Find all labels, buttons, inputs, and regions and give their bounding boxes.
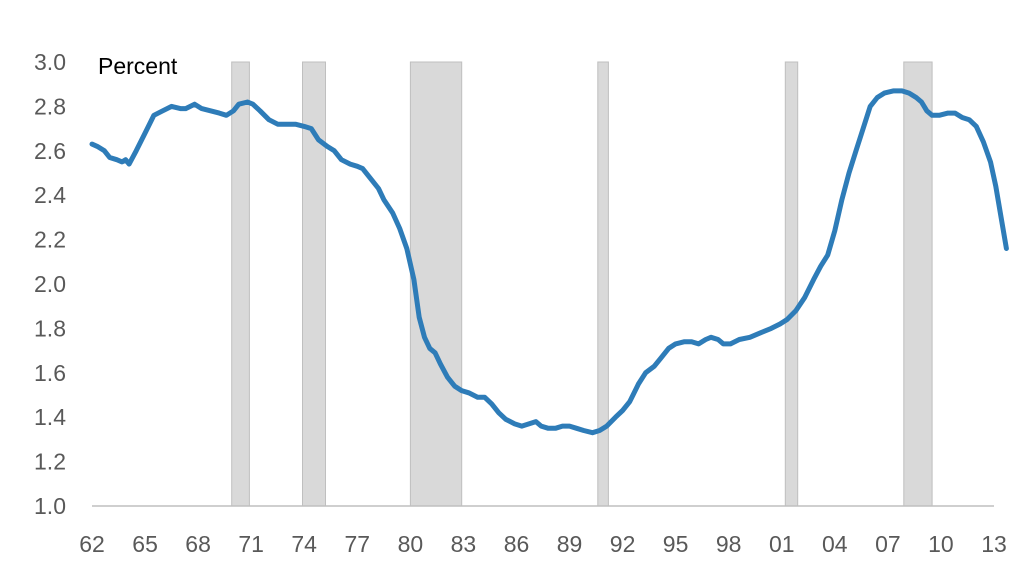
x-tick-label: 98 bbox=[716, 531, 742, 557]
x-tick-label: 04 bbox=[822, 531, 848, 557]
x-tick-label: 01 bbox=[769, 531, 795, 557]
recession-band-6 bbox=[903, 61, 933, 507]
x-tick-label: 71 bbox=[238, 531, 264, 557]
recession-band-5 bbox=[784, 61, 799, 507]
x-tick-label: 68 bbox=[185, 531, 211, 557]
y-tick-label: 1.8 bbox=[34, 315, 66, 341]
x-tick-label: 13 bbox=[981, 531, 1007, 557]
x-tick-label: 86 bbox=[504, 531, 530, 557]
y-tick-label: 1.4 bbox=[34, 404, 66, 430]
x-tick-label: 89 bbox=[557, 531, 583, 557]
unit-label: Percent bbox=[98, 53, 178, 79]
x-tick-label: 74 bbox=[291, 531, 317, 557]
x-tick-label: 77 bbox=[345, 531, 371, 557]
y-tick-label: 2.6 bbox=[34, 138, 66, 164]
series-lines bbox=[89, 88, 1009, 436]
x-tick-label: 80 bbox=[398, 531, 424, 557]
x-tick-label: 95 bbox=[663, 531, 689, 557]
x-axis-ticks: 62 65 68 71 74 77 80 83 86 89 92 95 98 01 04 07 10 13 bbox=[79, 531, 1007, 557]
y-tick-label: 1.6 bbox=[34, 360, 66, 386]
y-tick-label: 2.8 bbox=[34, 93, 66, 119]
x-tick-label: 07 bbox=[875, 531, 901, 557]
y-tick-label: 2.2 bbox=[34, 227, 66, 253]
y-tick-label: 3.0 bbox=[34, 49, 66, 75]
x-tick-label: 10 bbox=[928, 531, 954, 557]
y-tick-label: 1.0 bbox=[34, 493, 66, 519]
y-tick-label: 2.0 bbox=[34, 271, 66, 297]
x-tick-label: 62 bbox=[79, 531, 105, 557]
x-tick-label: 65 bbox=[132, 531, 158, 557]
y-tick-label: 2.4 bbox=[34, 182, 66, 208]
recession-band-3 bbox=[409, 61, 463, 507]
y-axis-ticks: 1.0 1.2 1.4 1.6 1.8 2.0 2.2 2.4 2.6 2.8 3.0 bbox=[34, 49, 66, 519]
x-tick-label: 83 bbox=[451, 531, 477, 557]
series-line-1 bbox=[89, 88, 1009, 436]
recession-band-4 bbox=[597, 61, 609, 507]
recession-bands bbox=[231, 61, 933, 507]
y-tick-label: 1.2 bbox=[34, 449, 66, 475]
x-tick-label: 92 bbox=[610, 531, 636, 557]
recession-band-1 bbox=[231, 61, 250, 507]
